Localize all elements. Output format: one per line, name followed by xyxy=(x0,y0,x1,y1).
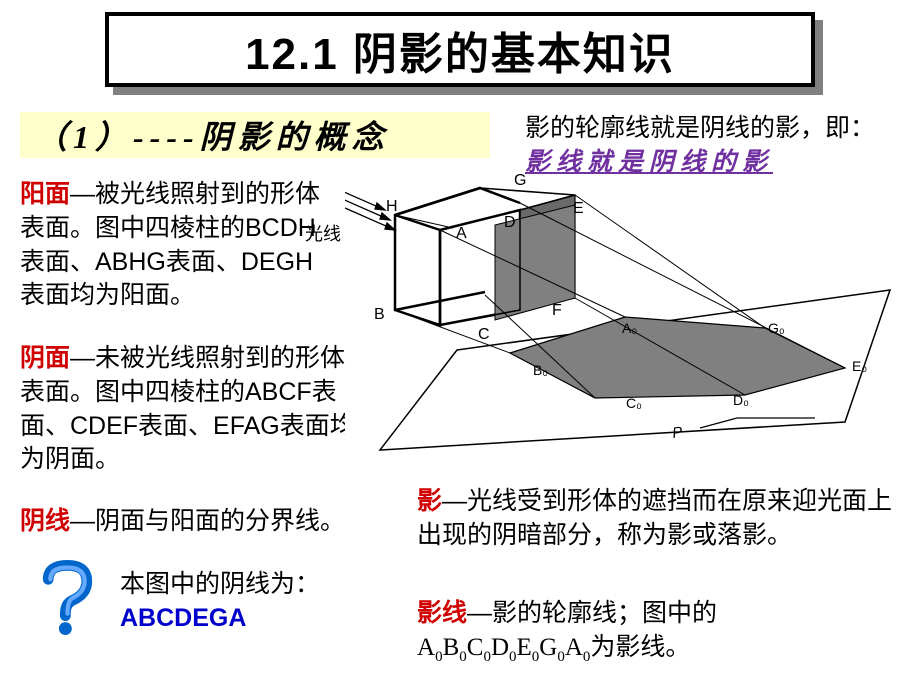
yingxian-term: 影线 xyxy=(417,599,467,627)
chapter-title: 12.1 阴影的基本知识 xyxy=(245,18,675,82)
label-D0: D₀ xyxy=(733,392,749,408)
yangmian-para: 阳面—被光线照射到的形体表面。图中四棱柱的BCDH表面、ABHG表面、DEGH表… xyxy=(20,178,335,313)
label-A0: A₀ xyxy=(622,320,637,336)
yinxian-term: 阴线 xyxy=(20,507,70,535)
yinxian-text: —阴面与阳面的分界线。 xyxy=(70,507,345,535)
label-G0: G₀ xyxy=(768,320,785,336)
subtitle-text: （1）----阴影的概念 xyxy=(35,112,390,158)
label-B0: B₀ xyxy=(533,362,548,378)
label-B: B xyxy=(374,306,385,324)
yingxian-text-a: —影的轮廓线；图中的 xyxy=(467,599,717,627)
yangmian-term: 阳面 xyxy=(20,180,70,208)
label-E: E xyxy=(573,200,584,218)
question-mark-icon xyxy=(35,560,100,635)
question-label: 本图中的阴线为： xyxy=(120,570,320,598)
yinmian-para: 阴面—未被光线照射到的形体表面。图中四棱柱的ABCF表面、CDEF表面、EFAG… xyxy=(20,342,370,477)
light-label: 光线 xyxy=(305,220,341,246)
yingxian-text-b: 为影线。 xyxy=(590,633,690,661)
ying-para: 影—光线受到形体的遮挡而在原来迎光面上出现的阴暗部分，称为影或落影。 xyxy=(417,485,902,553)
label-A: A xyxy=(456,225,467,243)
title-box: 12.1 阴影的基本知识 xyxy=(105,12,815,87)
label-C: C xyxy=(478,326,490,344)
label-F: F xyxy=(552,302,562,320)
label-G: G xyxy=(514,172,526,190)
yinmian-term: 阴面 xyxy=(20,344,70,372)
question-block: 本图中的阴线为： ABCDEGA xyxy=(120,568,400,636)
label-C0: C₀ xyxy=(626,395,642,411)
label-D: D xyxy=(504,214,516,232)
yingxian-para: 影线—影的轮廓线；图中的 A0B0C0D0E0G0A0为影线。 xyxy=(417,597,907,667)
ying-term: 影 xyxy=(417,487,442,515)
label-H: H xyxy=(386,198,398,216)
subtitle-band: （1）----阴影的概念 xyxy=(20,112,490,158)
question-answer: ABCDEGA xyxy=(120,604,246,632)
ying-text: —光线受到形体的遮挡而在原来迎光面上出现的阴暗部分，称为影或落影。 xyxy=(417,487,892,549)
yinxian-para: 阴线—阴面与阳面的分界线。 xyxy=(20,505,380,539)
yinmian-text: —未被光线照射到的形体表面。图中四棱柱的ABCF表面、CDEF表面、EFAG表面… xyxy=(20,344,355,473)
label-E0: E₀ xyxy=(852,358,867,374)
yingxian-sequence: A0B0C0D0E0G0A0 xyxy=(417,634,590,661)
top-right-text: 影的轮廓线就是阴线的影，即： xyxy=(525,114,875,142)
